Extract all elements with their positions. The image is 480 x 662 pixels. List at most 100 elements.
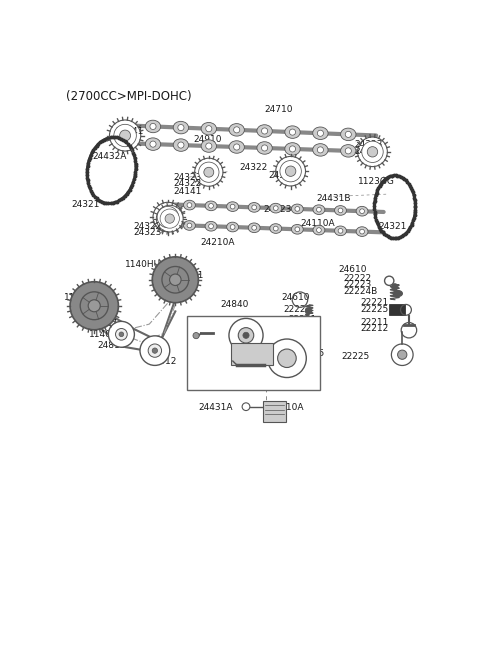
Bar [389, 304, 405, 314]
Ellipse shape [393, 291, 402, 297]
Circle shape [152, 348, 157, 354]
Text: 24323: 24323 [264, 205, 292, 214]
Ellipse shape [291, 224, 303, 234]
Text: 24431B: 24431B [317, 194, 351, 203]
Circle shape [157, 207, 179, 228]
Ellipse shape [145, 120, 161, 132]
Text: 24211: 24211 [91, 318, 119, 328]
Text: 1140HU: 1140HU [125, 260, 161, 269]
Ellipse shape [274, 226, 278, 231]
Ellipse shape [145, 138, 161, 150]
Circle shape [70, 282, 119, 330]
Ellipse shape [183, 201, 195, 210]
Ellipse shape [289, 129, 296, 135]
Ellipse shape [183, 220, 195, 230]
Circle shape [305, 308, 312, 314]
Circle shape [109, 120, 141, 151]
Text: 1140HU: 1140HU [64, 293, 100, 302]
Text: 24431A: 24431A [198, 402, 233, 412]
Text: 22224B: 22224B [275, 334, 309, 344]
Text: 24210A: 24210A [201, 238, 235, 247]
Ellipse shape [274, 206, 278, 211]
Text: 22211: 22211 [360, 318, 389, 326]
Circle shape [195, 158, 223, 186]
Ellipse shape [356, 227, 368, 236]
Ellipse shape [356, 207, 368, 216]
Ellipse shape [173, 139, 189, 152]
Circle shape [153, 203, 183, 232]
Text: 24323: 24323 [268, 171, 297, 180]
Ellipse shape [262, 145, 268, 151]
Circle shape [286, 166, 296, 176]
Ellipse shape [335, 226, 347, 236]
Ellipse shape [248, 203, 260, 213]
Ellipse shape [206, 143, 212, 149]
Circle shape [204, 167, 214, 177]
Circle shape [243, 332, 249, 338]
Circle shape [140, 336, 170, 365]
Ellipse shape [270, 224, 282, 234]
Bar [231, 344, 273, 365]
Ellipse shape [178, 142, 184, 148]
Text: 22225: 22225 [341, 352, 369, 361]
Text: 24323: 24323 [173, 173, 202, 182]
Text: 22212: 22212 [360, 324, 389, 333]
Text: 22221: 22221 [360, 298, 389, 307]
Ellipse shape [341, 144, 356, 157]
Ellipse shape [229, 124, 244, 136]
Circle shape [88, 300, 100, 312]
Ellipse shape [313, 225, 325, 235]
Circle shape [120, 130, 131, 141]
Text: 22223: 22223 [283, 305, 312, 314]
Circle shape [276, 156, 305, 186]
Text: 22222: 22222 [276, 326, 304, 335]
Text: 24410A: 24410A [269, 402, 303, 412]
Circle shape [80, 292, 108, 320]
Ellipse shape [209, 203, 214, 209]
Ellipse shape [313, 127, 328, 140]
Ellipse shape [229, 141, 244, 153]
Circle shape [229, 318, 263, 352]
Text: 24840: 24840 [220, 301, 248, 309]
Text: 22221: 22221 [288, 314, 317, 324]
Circle shape [280, 161, 301, 182]
Circle shape [119, 332, 124, 337]
Ellipse shape [227, 222, 239, 232]
Text: 24322: 24322 [240, 163, 267, 172]
Text: 24323: 24323 [354, 140, 382, 149]
Ellipse shape [227, 202, 239, 211]
Ellipse shape [230, 224, 235, 229]
Circle shape [367, 147, 378, 157]
Ellipse shape [187, 223, 192, 228]
Ellipse shape [201, 140, 216, 152]
Circle shape [397, 350, 407, 359]
Ellipse shape [345, 148, 351, 154]
Ellipse shape [205, 221, 217, 231]
Circle shape [162, 267, 189, 293]
Ellipse shape [150, 141, 156, 147]
Circle shape [160, 209, 180, 228]
Text: 24141: 24141 [173, 187, 202, 195]
Ellipse shape [360, 229, 364, 234]
Circle shape [362, 141, 383, 162]
Circle shape [238, 328, 254, 343]
Circle shape [163, 212, 173, 222]
Ellipse shape [209, 224, 214, 228]
Circle shape [392, 284, 398, 290]
Text: 22225: 22225 [360, 305, 389, 314]
Text: 24450: 24450 [234, 332, 263, 341]
Ellipse shape [270, 203, 282, 213]
Circle shape [277, 349, 296, 367]
Ellipse shape [234, 127, 240, 133]
Ellipse shape [360, 209, 364, 214]
Circle shape [193, 332, 199, 339]
Circle shape [114, 124, 136, 147]
Ellipse shape [201, 122, 216, 135]
Circle shape [156, 205, 183, 232]
Text: 24110A: 24110A [300, 218, 335, 228]
Circle shape [267, 339, 306, 377]
Ellipse shape [285, 143, 300, 155]
Ellipse shape [150, 123, 156, 130]
Ellipse shape [252, 205, 256, 210]
Text: 24211: 24211 [175, 271, 204, 280]
